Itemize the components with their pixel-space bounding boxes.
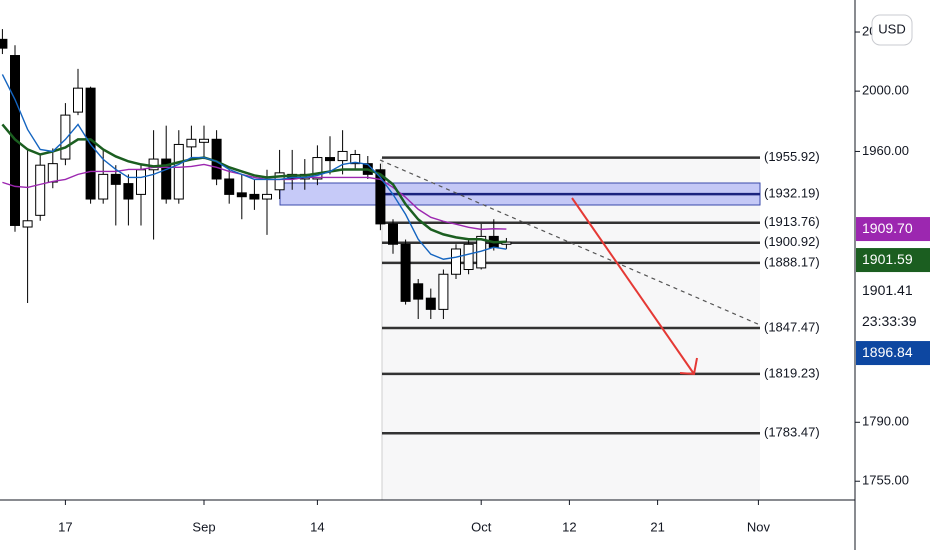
candle-body xyxy=(274,172,285,191)
trend-line xyxy=(379,159,761,326)
level-label: (1847.47) xyxy=(764,319,820,334)
candle-body xyxy=(413,283,424,300)
candle-body xyxy=(224,178,235,195)
candle-body xyxy=(148,158,159,171)
x-tick-label: Nov xyxy=(747,519,771,534)
candle-body xyxy=(425,297,436,310)
x-tick-label: Oct xyxy=(471,519,492,534)
x-tick-label: 17 xyxy=(58,519,72,534)
candle-body xyxy=(350,153,361,165)
marks: (1955.92) (1932.19) (1913.76) (1900.92) (188… xyxy=(0,29,820,440)
price-label: 1901.41 xyxy=(862,282,913,298)
candle-body xyxy=(312,157,323,180)
candle-body xyxy=(136,169,146,195)
y-tick-label: 2000.00 xyxy=(862,83,909,98)
candle-body xyxy=(388,223,398,245)
candle-body xyxy=(199,138,209,143)
candle-body xyxy=(400,243,411,302)
price-label-bg xyxy=(856,248,930,273)
ma-line xyxy=(1,74,507,260)
price-label-bg xyxy=(856,217,930,242)
candle-body xyxy=(22,220,33,228)
currency-button[interactable] xyxy=(871,14,913,46)
candle-body xyxy=(60,114,71,160)
price-label-bg xyxy=(856,279,930,304)
candle-body xyxy=(186,138,197,148)
candle-body xyxy=(161,158,172,200)
level-label: (1932.19) xyxy=(764,186,820,201)
y-tick-label: 1755.00 xyxy=(862,473,909,488)
price-label: 1896.84 xyxy=(862,344,913,360)
level-label: (1783.47) xyxy=(764,425,820,440)
candle-body xyxy=(451,248,461,275)
ma-line xyxy=(2,163,507,231)
candle-body xyxy=(337,150,348,162)
candle-body xyxy=(325,157,335,162)
candle-body xyxy=(249,193,260,200)
level-label: (1913.76) xyxy=(764,214,820,229)
currency-label[interactable]: USD xyxy=(878,21,905,36)
candle-body xyxy=(173,143,184,200)
candle-body xyxy=(463,243,474,270)
ma-line xyxy=(1,123,507,244)
countdown: 23:33:39 xyxy=(862,313,917,329)
level-label: (1955.92) xyxy=(764,149,820,164)
candle-body xyxy=(123,183,134,200)
candle-body xyxy=(236,192,247,198)
axis-labels: 1755.001790.001960.002000.002040.0017Sep… xyxy=(58,23,930,534)
y-tick-label: 1790.00 xyxy=(862,414,909,429)
price-label-bg xyxy=(856,341,930,366)
candle-body xyxy=(375,169,386,225)
price-label: 1901.59 xyxy=(862,251,913,267)
level-label: (1819.23) xyxy=(764,365,820,380)
y-tick-label: 1960.00 xyxy=(862,143,909,158)
candle-body xyxy=(73,87,83,113)
arrow-head xyxy=(679,357,698,376)
candle-body xyxy=(35,164,46,216)
x-tick-label: 14 xyxy=(310,519,324,534)
x-tick-label: Sep xyxy=(192,519,215,534)
candle-body xyxy=(0,38,8,49)
candle-body xyxy=(110,173,121,185)
arrow-shaft xyxy=(571,197,695,375)
level-label: (1888.17) xyxy=(764,254,820,269)
x-tick-label: 12 xyxy=(562,519,576,534)
level-label: (1900.92) xyxy=(764,234,820,249)
candle-body xyxy=(438,273,449,310)
candle-body xyxy=(47,163,58,183)
candle-body xyxy=(262,193,272,200)
x-tick-label: 21 xyxy=(650,519,664,534)
candle-body xyxy=(98,173,109,200)
price-label: 1909.70 xyxy=(862,220,913,236)
